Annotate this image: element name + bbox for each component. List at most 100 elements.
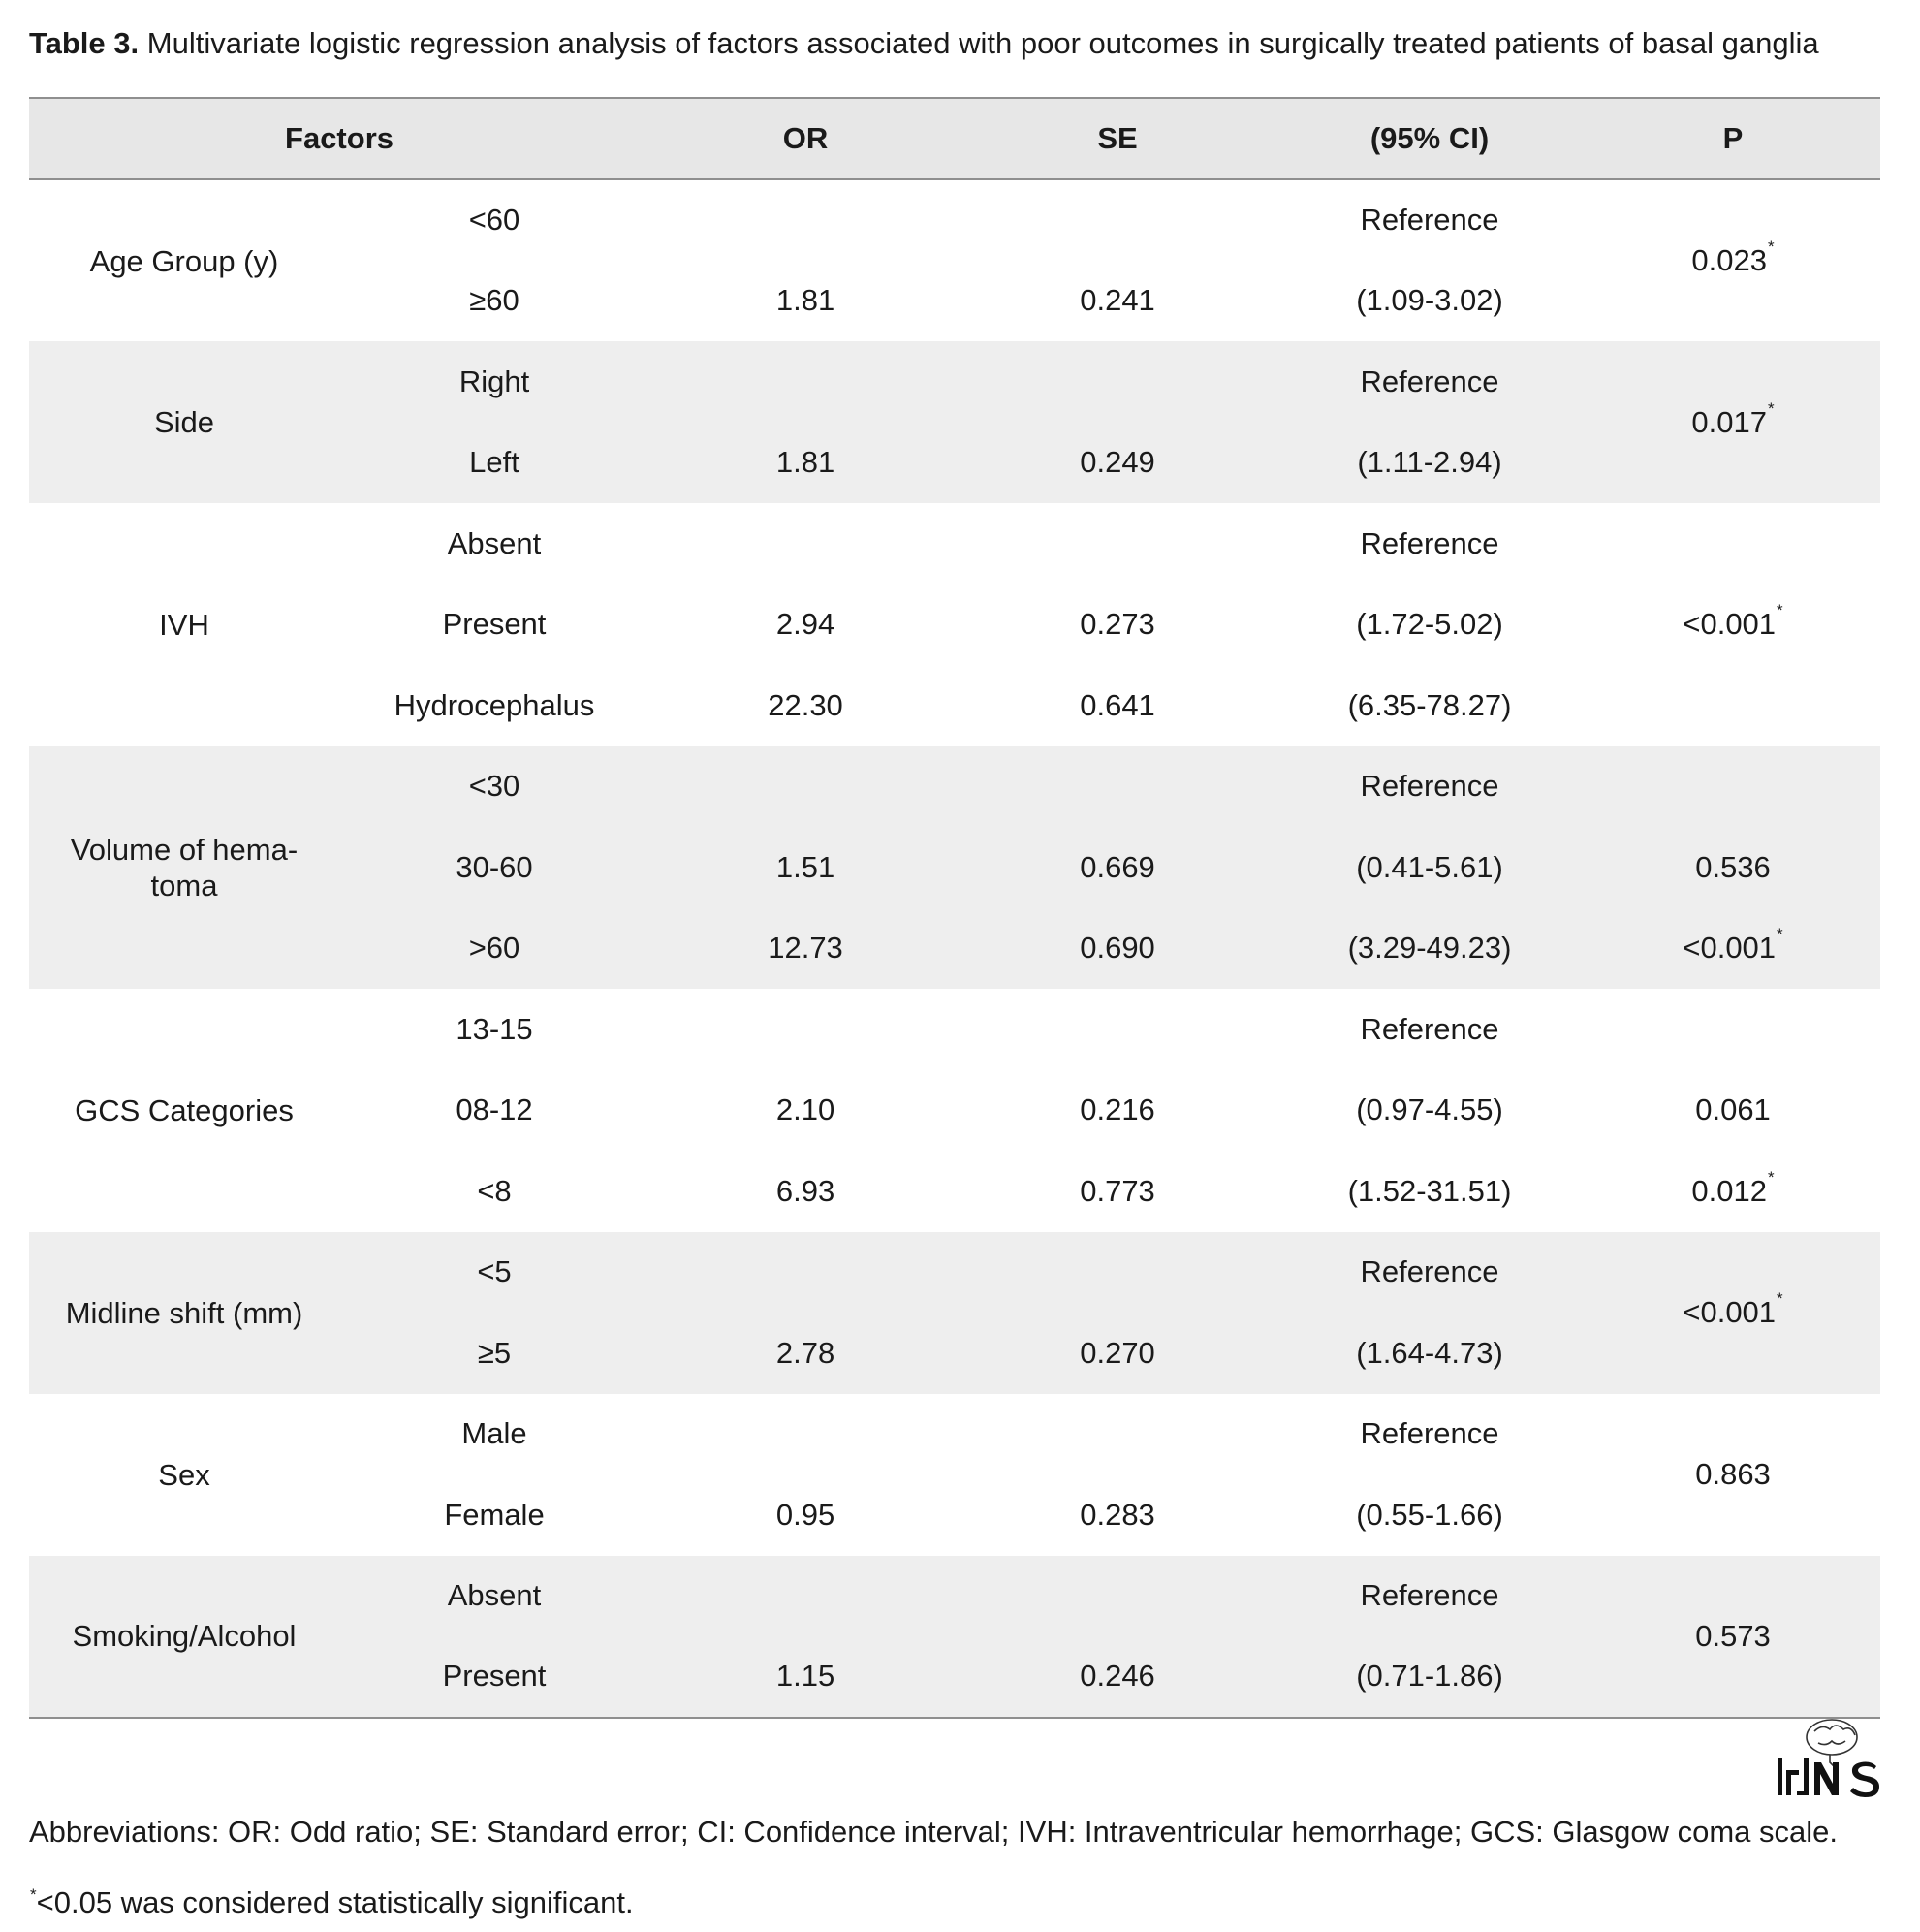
p-value-cell: 0.573 bbox=[1586, 1556, 1880, 1718]
or-cell bbox=[649, 1556, 961, 1637]
or-cell bbox=[649, 503, 961, 585]
or-cell: 2.78 bbox=[775, 1335, 835, 1370]
p-value: 0.061 bbox=[1695, 1093, 1771, 1127]
level-cell: 08-12 bbox=[456, 1093, 533, 1127]
p-value-cell: <0.001* bbox=[1586, 908, 1880, 990]
factor-cell: Sex bbox=[29, 1394, 339, 1556]
p-value-cell bbox=[1586, 989, 1880, 1070]
ci-cell: (1.64-4.73) bbox=[1356, 1335, 1503, 1370]
table-row: Side Right Reference 0.017* bbox=[29, 341, 1881, 439]
or-cell bbox=[649, 746, 961, 828]
level-cell: Hydrocephalus bbox=[393, 687, 595, 722]
or-cell: 0.95 bbox=[775, 1497, 835, 1532]
ci-cell: Reference bbox=[1360, 203, 1499, 238]
se-cell bbox=[961, 746, 1274, 828]
level-cell: Female bbox=[444, 1497, 545, 1532]
se-cell: 0.641 bbox=[1080, 687, 1155, 722]
or-cell bbox=[649, 1232, 961, 1314]
table-row: Smoking/Alcohol Absent Reference 0.573 bbox=[29, 1555, 1881, 1653]
table-row: Hydrocephalus 22.30 0.641 (6.35-78.27) bbox=[29, 665, 1880, 746]
level-cell: 30-60 bbox=[456, 849, 533, 884]
factor-name: Side bbox=[153, 405, 215, 439]
significance-mark: * bbox=[30, 1885, 37, 1904]
se-cell: 0.270 bbox=[1080, 1335, 1155, 1370]
ci-cell: (1.11-2.94) bbox=[1357, 445, 1502, 480]
or-cell: 1.15 bbox=[775, 1659, 835, 1694]
factor-cell: GCS Categories bbox=[29, 989, 339, 1232]
significance-text: <0.05 was considered statistically signi… bbox=[36, 1885, 634, 1919]
se-cell bbox=[961, 179, 1274, 261]
factor-cell: Side bbox=[29, 341, 339, 503]
header-se: SE bbox=[1097, 121, 1138, 155]
table-row: ≥60 1.81 0.241 (1.09-3.02) bbox=[29, 261, 1880, 342]
level-cell: Absent bbox=[447, 1578, 542, 1613]
or-cell: 6.93 bbox=[775, 1173, 835, 1208]
ci-cell: (1.52-31.51) bbox=[1347, 1173, 1512, 1208]
ci-cell: Reference bbox=[1360, 1416, 1499, 1451]
or-cell bbox=[649, 1394, 961, 1475]
factor-cell: Volume of hema-toma bbox=[29, 746, 339, 990]
level-cell: <5 bbox=[477, 1254, 512, 1289]
factor-cell: Smoking/Alcohol bbox=[29, 1556, 339, 1718]
ci-cell: Reference bbox=[1360, 525, 1499, 560]
p-value-cell: 0.023* bbox=[1586, 179, 1880, 341]
factor-cell: Midline shift (mm) bbox=[29, 1232, 339, 1394]
caption-label: Table 3. bbox=[29, 26, 140, 60]
header-row: Factors OR SE (95% CI) P bbox=[29, 98, 1881, 179]
se-cell: 0.216 bbox=[1080, 1093, 1155, 1127]
level-cell: >60 bbox=[468, 931, 520, 966]
se-cell: 0.273 bbox=[1080, 607, 1155, 642]
se-cell: 0.241 bbox=[1080, 283, 1155, 318]
footnote-significance: *<0.05 was considered statistically sign… bbox=[29, 1881, 634, 1925]
se-cell: 0.773 bbox=[1080, 1173, 1155, 1208]
p-value: <0.001 bbox=[1683, 1295, 1777, 1329]
table-body: Age Group (y) <60 Reference 0.023* ≥60 1.81 0.… bbox=[29, 179, 1881, 1718]
p-value: 0.012 bbox=[1691, 1173, 1767, 1208]
or-cell bbox=[649, 179, 961, 261]
ci-cell: (3.29-49.23) bbox=[1347, 931, 1512, 966]
ci-cell: (0.97-4.55) bbox=[1356, 1093, 1503, 1127]
p-value: 0.017 bbox=[1691, 404, 1767, 439]
significance-mark: * bbox=[1767, 1167, 1775, 1187]
se-cell bbox=[961, 503, 1274, 585]
ci-cell: (1.09-3.02) bbox=[1356, 283, 1503, 318]
ci-cell: Reference bbox=[1360, 1011, 1499, 1046]
se-cell: 0.246 bbox=[1080, 1659, 1155, 1694]
table-row: 08-12 2.10 0.216 (0.97-4.55) 0.061 bbox=[29, 1070, 1880, 1152]
p-value-cell: 0.863 bbox=[1586, 1394, 1880, 1556]
p-value: 0.863 bbox=[1695, 1457, 1771, 1491]
or-cell: 22.30 bbox=[768, 687, 843, 722]
factor-name: Sex bbox=[158, 1457, 210, 1492]
level-cell: <8 bbox=[477, 1173, 512, 1208]
table-row: Midline shift (mm) <5 Reference <0.001* bbox=[29, 1231, 1881, 1330]
factor-name: Volume of hema-toma bbox=[70, 832, 299, 903]
se-cell: 0.283 bbox=[1080, 1497, 1155, 1532]
p-value-cell: <0.001* bbox=[1586, 1232, 1880, 1394]
header-or: OR bbox=[782, 121, 829, 155]
level-cell: 13-15 bbox=[456, 1011, 533, 1046]
ci-cell: (6.35-78.27) bbox=[1347, 687, 1512, 722]
p-value-cell: 0.061 bbox=[1586, 1070, 1880, 1152]
table-row: Present 2.94 0.273 (1.72-5.02) bbox=[29, 585, 1880, 666]
ci-cell: (0.55-1.66) bbox=[1356, 1497, 1503, 1532]
level-cell: Present bbox=[442, 607, 547, 642]
or-cell: 2.10 bbox=[775, 1093, 835, 1127]
or-cell bbox=[649, 341, 961, 423]
p-value-cell: <0.001* bbox=[1586, 503, 1880, 746]
p-value: 0.573 bbox=[1695, 1618, 1771, 1653]
significance-mark: * bbox=[1777, 925, 1783, 944]
table-row: Volume of hema-toma <30 Reference bbox=[29, 745, 1881, 903]
se-cell: 0.669 bbox=[1080, 849, 1155, 884]
significance-mark: * bbox=[1777, 1289, 1783, 1308]
or-cell: 12.73 bbox=[768, 931, 843, 966]
level-cell: Male bbox=[461, 1416, 527, 1451]
p-value: 0.023 bbox=[1691, 243, 1767, 277]
table-row: Age Group (y) <60 Reference 0.023* bbox=[29, 179, 1880, 277]
significance-mark: * bbox=[1767, 238, 1775, 256]
table-row: IVH Absent Reference <0.001* bbox=[29, 503, 1880, 642]
header-p: P bbox=[1722, 121, 1744, 155]
table-row: GCS Categories 13-15 Reference bbox=[29, 989, 1880, 1127]
table-caption: Table 3. Multivariate logistic regressio… bbox=[29, 21, 1819, 66]
factor-name: IVH bbox=[159, 607, 209, 642]
p-value-cell: 0.017* bbox=[1586, 341, 1880, 503]
